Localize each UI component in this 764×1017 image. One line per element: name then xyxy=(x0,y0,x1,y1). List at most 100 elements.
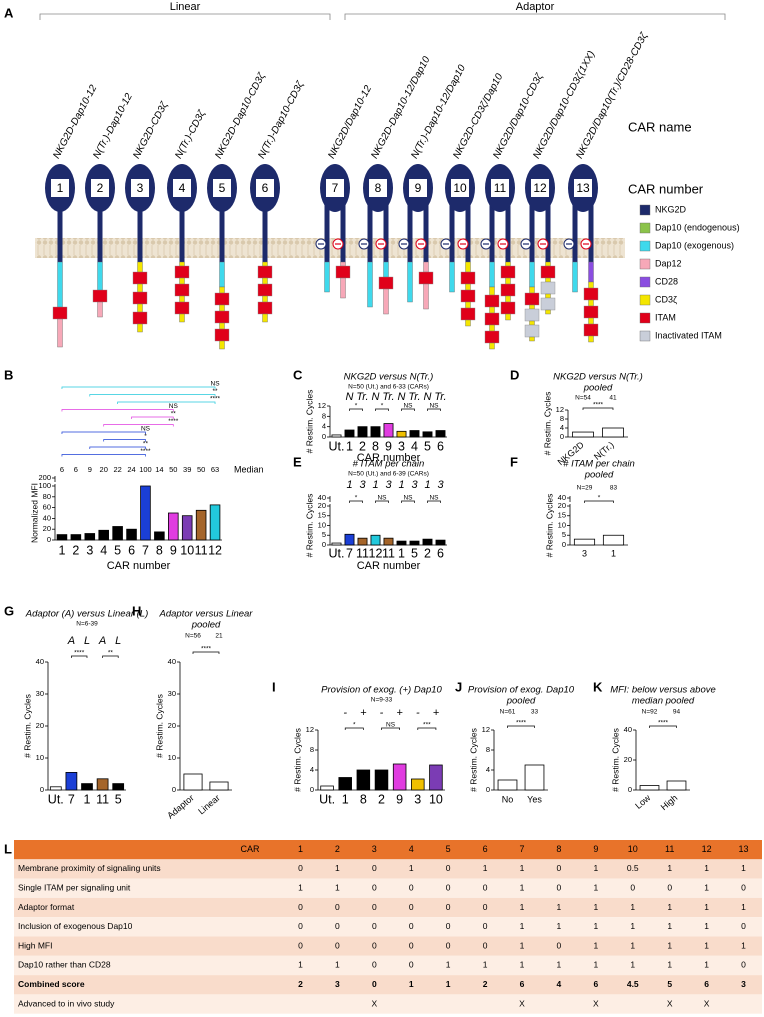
car-name: N(Tr.)-Dap10-12 xyxy=(91,91,135,160)
table-cell: 1 xyxy=(630,940,635,950)
chain-segment xyxy=(137,303,143,313)
table-cell: 0 xyxy=(446,883,451,893)
table-cell: 1 xyxy=(335,960,340,970)
n-label: 83 xyxy=(610,485,618,492)
table-cell: X xyxy=(667,998,673,1008)
median-value: 9 xyxy=(88,465,92,474)
table-row-label: Adaptor format xyxy=(18,902,75,912)
car-number-box xyxy=(451,179,469,197)
table-cell: 1 xyxy=(409,863,414,873)
y-tick-label: 40 xyxy=(43,513,51,522)
itam xyxy=(418,271,434,285)
y-tick-label: 20 xyxy=(558,501,566,510)
table-row-bg xyxy=(14,859,762,879)
table-cell: 0 xyxy=(335,902,340,912)
sig-label: **** xyxy=(210,396,221,403)
sig-bracket xyxy=(584,500,614,503)
legend-label: CD28 xyxy=(655,276,678,286)
table-cell: 0 xyxy=(483,883,488,893)
bar xyxy=(396,540,407,546)
chain-segment xyxy=(262,277,268,285)
sig-label: * xyxy=(598,495,601,502)
x-tick-label: Low xyxy=(633,792,652,811)
y-tick-label: 8 xyxy=(560,414,564,423)
bar xyxy=(666,780,687,791)
car-stalk xyxy=(489,205,495,262)
table-cell: 1 xyxy=(298,883,303,893)
membrane xyxy=(35,238,625,258)
sig-bracket xyxy=(61,431,146,434)
car-stalk xyxy=(97,205,103,262)
car-number-box xyxy=(326,179,344,197)
chain-segment xyxy=(137,261,143,273)
group-label: L xyxy=(84,635,90,647)
side-label: CAR name xyxy=(628,119,692,134)
bar xyxy=(70,534,82,541)
axis-break xyxy=(327,502,333,504)
x-tick-label: 4 xyxy=(411,439,418,453)
group-label: N xyxy=(398,391,406,403)
table-cell: 2 xyxy=(483,979,488,989)
table-cell: 0 xyxy=(409,940,414,950)
table-cell: 1 xyxy=(741,940,746,950)
x-tick-label: 5 xyxy=(424,439,431,453)
panel-letter: K xyxy=(593,679,603,694)
y-tick-label: 20 xyxy=(43,524,51,533)
car-stalk xyxy=(324,205,330,262)
chain-segment xyxy=(545,261,551,267)
table-cell: 4 xyxy=(557,979,562,989)
x-tick-label: 1 xyxy=(58,543,65,557)
car-number-box xyxy=(256,179,274,197)
bar xyxy=(409,540,420,546)
car-number-box xyxy=(369,179,387,197)
legend-swatch xyxy=(639,240,651,252)
bar xyxy=(396,430,407,438)
chart-subtitle: N=9-33 xyxy=(371,697,393,704)
chart-title: Provision of exog. Dap10 xyxy=(468,685,575,696)
y-axis-label: # Restim. Cycles xyxy=(610,728,620,792)
table-cell: 1 xyxy=(704,940,709,950)
chain-segment xyxy=(262,295,268,303)
table-header-cell: 10 xyxy=(628,844,638,854)
group-bracket xyxy=(39,13,331,20)
median-value: 50 xyxy=(169,465,177,474)
car-stalk xyxy=(449,205,455,262)
table-cell: 0 xyxy=(372,883,377,893)
x-tick-label: High xyxy=(659,793,680,813)
table-cell: 0 xyxy=(335,940,340,950)
sig-label: * xyxy=(144,433,147,440)
x-tick-label: Adaptor xyxy=(165,793,196,821)
car-stalk xyxy=(465,205,471,262)
x-tick-label: Ut. xyxy=(48,792,64,806)
group-label: 1 xyxy=(372,479,378,491)
itam xyxy=(257,301,273,315)
median-value: 100 xyxy=(139,465,152,474)
table-cell: 1 xyxy=(446,979,451,989)
table-row-label: Inclusion of exogenous Dap10 xyxy=(18,921,133,931)
car-stalk xyxy=(545,205,551,262)
y-tick-label: 20 xyxy=(318,501,326,510)
sig-label: **** xyxy=(593,402,604,409)
car-stalk xyxy=(219,205,225,262)
table-cell: 1 xyxy=(520,902,525,912)
sig-label: **** xyxy=(516,720,527,727)
group-label: - xyxy=(343,707,347,719)
chain-segment xyxy=(489,324,495,332)
chain-segment xyxy=(179,277,185,285)
chain-segment xyxy=(588,335,594,343)
bar xyxy=(98,529,109,541)
table-row-bg xyxy=(14,955,762,976)
chain-segment xyxy=(489,261,495,288)
table-cell: 1 xyxy=(520,940,525,950)
x-tick-label: 10 xyxy=(180,543,194,557)
sig-bracket xyxy=(381,727,400,730)
table-cell: 0 xyxy=(372,979,377,989)
chain-segment xyxy=(219,340,225,350)
group-label: + xyxy=(433,707,440,719)
sig-label: NS xyxy=(429,403,439,410)
n-label: N=61 xyxy=(500,709,516,716)
bar xyxy=(429,764,443,791)
panel-letter: E xyxy=(293,454,302,469)
itam xyxy=(52,306,68,320)
table-cell: 1 xyxy=(557,960,562,970)
